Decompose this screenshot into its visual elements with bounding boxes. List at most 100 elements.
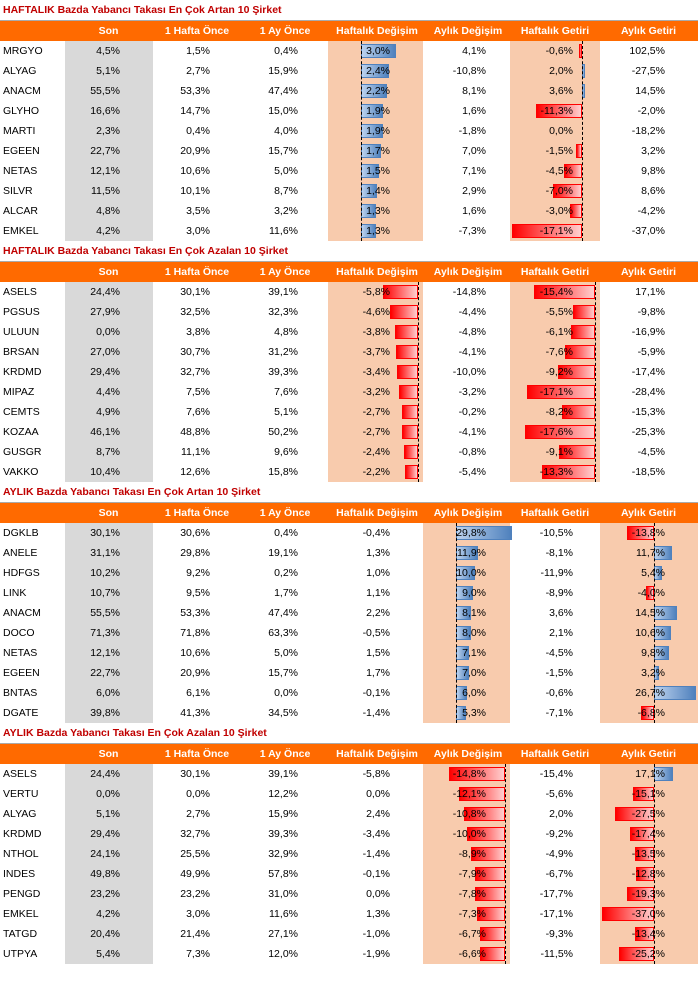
cell-m: 7,6% [274, 386, 298, 398]
cell-son: 11,5% [91, 185, 120, 197]
cell-wk_ret: -10,5% [539, 527, 573, 539]
son-column-bg [65, 523, 153, 723]
data-bar-wk_ret [573, 305, 595, 319]
data-bar-wk_ch [403, 445, 418, 459]
cell-m: 19,1% [268, 547, 298, 559]
table-row: SILVR 11,5% 10,1% 8,7% 1,4% 2,9% -7,0% 8,6% [0, 181, 698, 201]
cell-son: 30,1% [90, 527, 120, 539]
cell-wk_ch: 1,3% [366, 908, 390, 920]
cell-son: 4,8% [96, 205, 120, 217]
cell-wk_ret: -4,5% [545, 165, 573, 177]
cell-mo_ret: -17,4% [631, 828, 665, 840]
cell-son: 12,1% [90, 165, 120, 177]
cell-w: 53,3% [180, 607, 210, 619]
cell-wk_ch: 1,7% [366, 667, 390, 679]
cell-m: 34,5% [268, 707, 298, 719]
header-mo_ch: Aylık Değişim [433, 266, 503, 278]
table-row: PENGD 23,2% 23,2% 31,0% 0,0% -7,8% -17,7% -19,3… [0, 884, 698, 904]
cell-wk_ch: 1,9% [366, 105, 390, 117]
table-row: UTPYA 5,4% 7,3% 12,0% -1,9% -6,6% -11,5% -25,2% [0, 944, 698, 964]
cell-wk_ret: -11,5% [540, 948, 574, 960]
cell-mo_ch: -1,8% [458, 125, 486, 137]
cell-wk_ch: -2,7% [362, 406, 390, 418]
company-code: NTHOL [3, 848, 39, 860]
cell-wk_ch: 1,5% [366, 647, 390, 659]
cell-m: 15,9% [268, 65, 298, 77]
cell-m: 0,4% [274, 45, 298, 57]
cell-wk_ret: -17,6% [539, 426, 573, 438]
cell-mo_ret: -37,0% [631, 225, 665, 237]
axis-mo_ch [505, 764, 506, 964]
cell-wk_ret: -11,9% [540, 567, 574, 579]
table-row: MARTI 2,3% 0,4% 4,0% 1,9% -1,8% 0,0% -18,2% [0, 121, 698, 141]
cell-wk_ch: 1,9% [366, 125, 390, 137]
cell-wk_ch: -1,4% [362, 707, 390, 719]
cell-mo_ch: -7,9% [458, 868, 486, 880]
cell-mo_ret: -28,4% [631, 386, 665, 398]
company-code: SILVR [3, 185, 33, 197]
cell-m: 57,8% [268, 868, 298, 880]
cell-w: 11,1% [181, 446, 210, 458]
data-bar-wk_ret [558, 445, 595, 459]
company-code: ULUUN [3, 326, 40, 338]
cell-m: 50,2% [268, 426, 298, 438]
header-wk_ch: Haftalık Değişim [336, 266, 418, 278]
cell-mo_ch: -4,4% [458, 306, 486, 318]
header-row: Son 1 Hafta Önce 1 Ay Önce Haftalık Değişim… [0, 262, 698, 282]
cell-wk_ch: 1,0% [366, 567, 390, 579]
section-title: HAFTALIK Bazda Yabancı Takası En Çok Art… [0, 0, 698, 21]
company-code: KRDMD [3, 366, 42, 378]
cell-mo_ch: 1,6% [462, 205, 486, 217]
cell-w: 10,6% [180, 647, 210, 659]
cell-mo_ch: 8,1% [462, 85, 486, 97]
cell-mo_ret: -37,0% [631, 908, 665, 920]
cell-m: 12,2% [268, 788, 298, 800]
cell-mo_ret: -13,5% [631, 848, 665, 860]
cell-m: 9,6% [274, 446, 298, 458]
table-row: KRDMD 29,4% 32,7% 39,3% -3,4% -10,0% -9,2% -17,… [0, 362, 698, 382]
company-code: KOZAA [3, 426, 39, 438]
son-column-bg [65, 41, 153, 241]
cell-w: 53,3% [180, 85, 210, 97]
cell-w: 29,8% [180, 547, 210, 559]
cell-wk_ret: -15,4% [539, 768, 573, 780]
cell-wk_ret: -7,1% [545, 707, 573, 719]
axis-wk_ch [418, 282, 419, 482]
rows-body: ASELS 24,4% 30,1% 39,1% -5,8% -14,8% -15,4% 17,… [0, 282, 698, 482]
header-mo_ret: Aylık Getiri [620, 507, 677, 519]
table-row: KRDMD 29,4% 32,7% 39,3% -3,4% -10,0% -9,2% -17,… [0, 824, 698, 844]
table-row: EMKEL 4,2% 3,0% 11,6% 1,3% -7,3% -17,1% -37,0% [0, 221, 698, 241]
company-code: VERTU [3, 788, 39, 800]
data-bar-wk_ret [563, 164, 582, 178]
table-row: PGSUS 27,9% 32,5% 32,3% -4,6% -4,4% -5,5% -9,8% [0, 302, 698, 322]
cell-wk_ret: -9,2% [545, 828, 573, 840]
data-bar-wk_ch [390, 305, 418, 319]
cell-wk_ret: -0,6% [545, 687, 573, 699]
header-wk_ret: Haftalık Getiri [520, 25, 590, 37]
cell-son: 10,2% [90, 567, 120, 579]
cell-son: 31,1% [90, 547, 120, 559]
header-wk_ch: Haftalık Değişim [336, 748, 418, 760]
cell-mo_ret: 26,7% [635, 687, 665, 699]
header-mo_ch: Aylık Değişim [433, 507, 503, 519]
rows-body: DGKLB 30,1% 30,6% 0,4% -0,4% 29,8% -10,5% -13,8… [0, 523, 698, 723]
cell-wk_ch: -1,9% [362, 948, 390, 960]
cell-mo_ch: -14,8% [452, 768, 486, 780]
data-bar-mo_ret [635, 847, 654, 861]
cell-w: 25,5% [180, 848, 210, 860]
cell-son: 29,4% [90, 828, 120, 840]
cell-m: 15,9% [268, 808, 298, 820]
cell-mo_ret: 9,8% [641, 165, 665, 177]
cell-wk_ch: -5,8% [362, 768, 390, 780]
cell-wk_ch: 1,3% [366, 205, 390, 217]
data-bar-mo_ret [646, 586, 654, 600]
cell-mo_ret: -13,8% [631, 527, 665, 539]
cell-m: 11,6% [269, 908, 298, 920]
cell-son: 4,2% [96, 908, 120, 920]
cell-mo_ret: -2,0% [637, 105, 665, 117]
cell-mo_ch: -0,8% [458, 446, 486, 458]
cell-m: 3,2% [274, 205, 298, 217]
cell-wk_ret: -6,7% [545, 868, 573, 880]
cell-w: 10,1% [180, 185, 210, 197]
table-row: DGATE 39,8% 41,3% 34,5% -1,4% 5,3% -7,1% -6,8% [0, 703, 698, 723]
